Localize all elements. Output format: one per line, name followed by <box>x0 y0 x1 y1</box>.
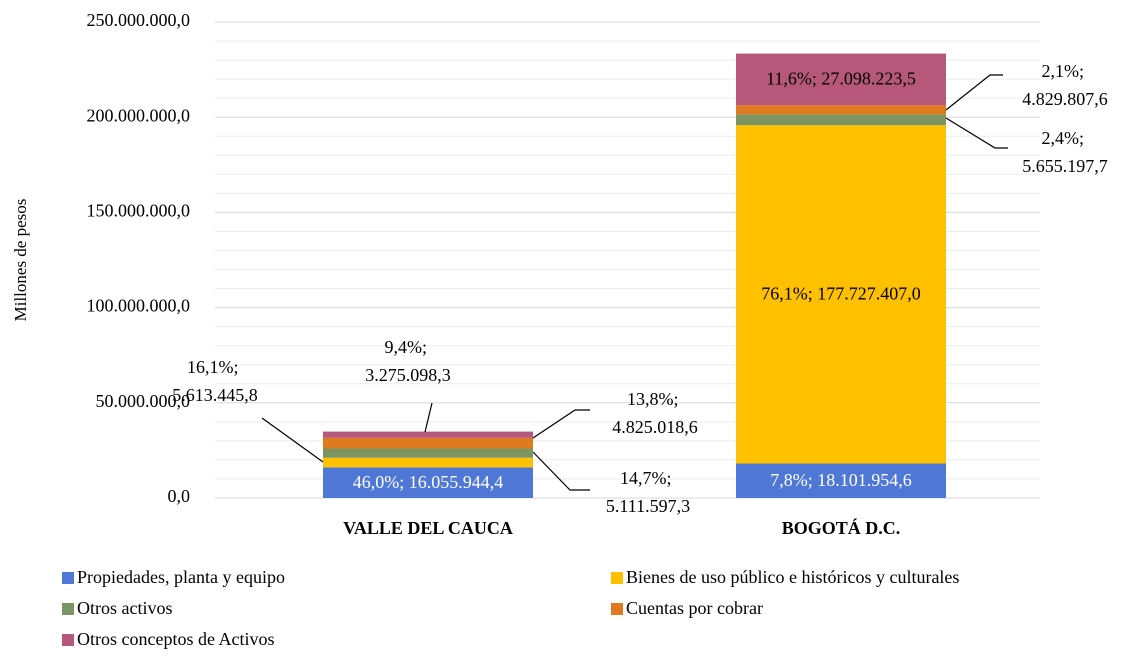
legend-swatch <box>62 634 74 646</box>
leader-line <box>945 74 1003 111</box>
data-label: 14,7%; 5.111.597,3 <box>606 468 690 516</box>
data-label: 2,4%; 5.655.197,7 <box>1022 128 1108 176</box>
y-axis-label: Millones de pesos <box>11 199 30 322</box>
legend-swatch <box>62 603 74 615</box>
legend-label: Propiedades, planta y equipo <box>77 567 285 587</box>
leader-line <box>261 417 324 463</box>
data-label: 2,1%; 4.829.807,6 <box>1022 61 1108 109</box>
data-label: 13,8%; 4.825.018,6 <box>612 389 698 437</box>
y-tick-label: 200.000.000,0 <box>87 105 191 125</box>
leader-line <box>945 117 1008 149</box>
bar-segment <box>736 53 946 106</box>
leader-line <box>532 451 590 491</box>
data-label: 11,6%; 27.098.223,5 <box>766 69 916 89</box>
data-label: 16,1%; 5.613.445,8 <box>172 357 258 405</box>
bar-segment <box>323 467 533 498</box>
data-label: 76,1%; 177.727.407,0 <box>761 283 921 303</box>
legend-label: Cuentas por cobrar <box>626 598 763 618</box>
legend-swatch <box>611 572 623 584</box>
data-label: 9,4%; 3.275.098,3 <box>365 337 451 385</box>
data-label: 7,8%; 18.101.954,6 <box>770 470 912 490</box>
bar-segment <box>323 448 533 458</box>
y-tick-label: 0,0 <box>168 486 191 506</box>
y-tick-label: 100.000.000,0 <box>87 296 191 316</box>
data-label: 46,0%; 16.055.944,4 <box>353 472 504 492</box>
x-tick-label: BOGOTÁ D.C. <box>782 517 901 538</box>
legend-label: Bienes de uso público e históricos y cul… <box>626 567 959 587</box>
legend-swatch <box>62 572 74 584</box>
bar-segment <box>736 463 946 498</box>
legend-label: Otros conceptos de Activos <box>77 629 274 649</box>
y-tick-label: 150.000.000,0 <box>87 201 191 221</box>
bar-segment <box>736 105 946 115</box>
bar-segment <box>736 114 946 126</box>
x-tick-label: VALLE DEL CAUCA <box>343 518 513 538</box>
bar-segment <box>736 125 946 464</box>
y-tick-label: 250.000.000,0 <box>87 10 191 30</box>
leader-line <box>529 409 590 441</box>
legend-label: Otros activos <box>77 598 172 618</box>
legend-swatch <box>611 603 623 615</box>
bar-segment <box>323 437 533 449</box>
bar-segment <box>323 431 533 438</box>
y-tick-label: 50.000.000,0 <box>96 391 191 411</box>
bar-segment <box>323 457 533 468</box>
leader-line <box>424 402 433 433</box>
